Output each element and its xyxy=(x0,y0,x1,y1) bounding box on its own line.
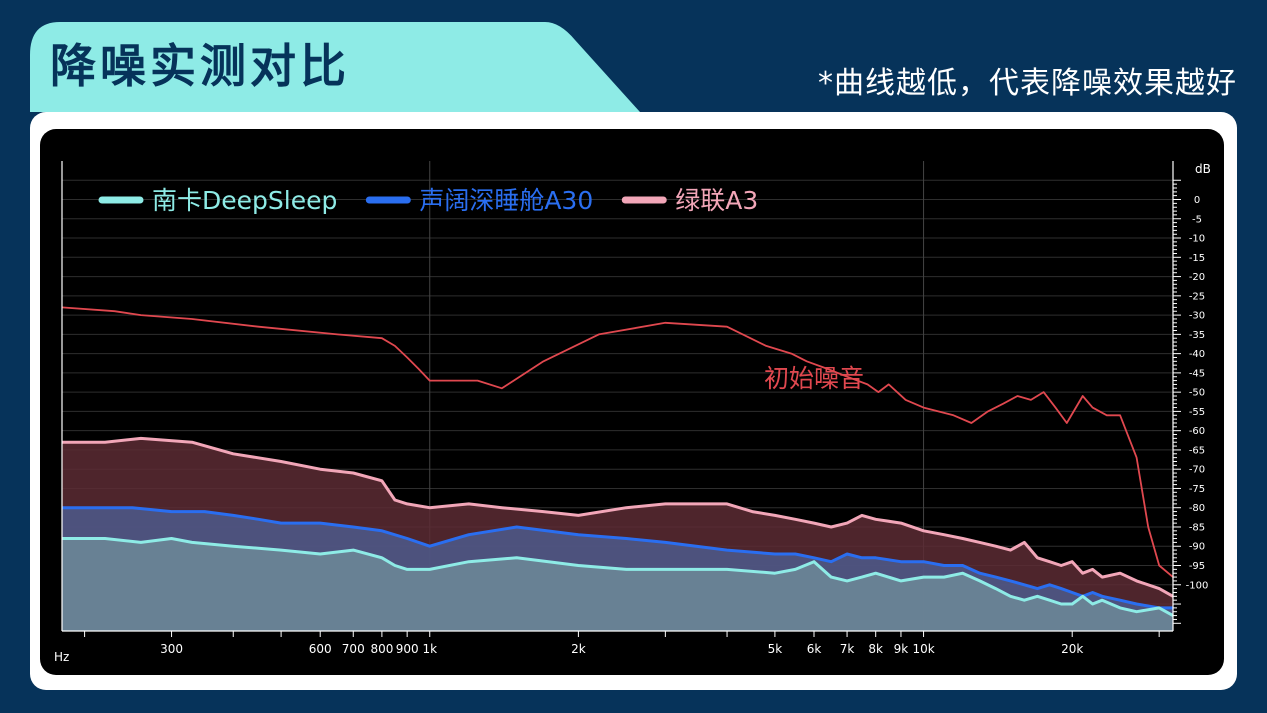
y-tick-label: -40 xyxy=(1189,349,1205,360)
x-tick-label: 10k xyxy=(912,642,934,656)
axes: 300 600 700 800 900 1k 2k 5k 6k 7k 8k 9k 10k 20k 0 -5 -1… xyxy=(61,161,1209,656)
reference-annotation: 初始噪音 xyxy=(764,364,864,393)
y-axis-label: dB xyxy=(1195,162,1211,176)
page-title: 降噪实测对比 xyxy=(50,39,350,93)
y-tick-label: -80 xyxy=(1189,503,1205,514)
x-tick-label: 20k xyxy=(1061,642,1083,656)
x-axis-label: Hz xyxy=(54,650,69,664)
legend: 南卡DeepSleep 声阔深睡舱A30 绿联A3 xyxy=(98,186,758,215)
x-tick-label: 700 xyxy=(342,642,365,656)
y-tick-label: -85 xyxy=(1189,522,1205,533)
legend-item-0: 南卡DeepSleep xyxy=(98,186,337,215)
y-tick-label: -65 xyxy=(1189,445,1205,456)
reference-line xyxy=(61,306,1174,578)
y-tick-label: -75 xyxy=(1189,484,1205,495)
legend-item-2: 绿联A3 xyxy=(621,186,758,215)
series-area-0 xyxy=(62,538,1173,631)
y-tick-label: -50 xyxy=(1189,388,1205,399)
y-tick-label: 0 xyxy=(1194,195,1200,206)
y-tick-label: -45 xyxy=(1189,368,1205,379)
legend-label: 绿联A3 xyxy=(675,186,758,215)
series-areas xyxy=(62,438,1173,631)
x-tick-label: 1k xyxy=(422,642,437,656)
page-subtitle: *曲线越低，代表降噪效果越好 xyxy=(818,66,1237,101)
y-tick-label: -5 xyxy=(1192,214,1202,225)
chart-panel: 300 600 700 800 900 1k 2k 5k 6k 7k 8k 9k 10k 20k 0 -5 -1… xyxy=(40,129,1224,675)
y-tick-label: -25 xyxy=(1189,291,1205,302)
y-tick-label: -15 xyxy=(1189,253,1205,264)
y-tick-label: -35 xyxy=(1189,330,1205,341)
y-tick-label: -10 xyxy=(1189,234,1205,245)
y-tick-label: -100 xyxy=(1186,580,1209,591)
y-tick-label: -30 xyxy=(1189,311,1205,322)
x-tick-label: 2k xyxy=(571,642,586,656)
x-tick-label: 300 xyxy=(160,642,183,656)
x-tick-label: 8k xyxy=(868,642,883,656)
series-line-2 xyxy=(62,436,1174,598)
x-tick-label: 7k xyxy=(840,642,855,656)
y-tick-label: -70 xyxy=(1189,465,1205,476)
legend-label: 南卡DeepSleep xyxy=(152,186,337,215)
legend-item-1: 声阔深睡舱A30 xyxy=(365,186,593,215)
x-tick-label: 9k xyxy=(894,642,909,656)
x-tick-label: 6k xyxy=(807,642,822,656)
series-line-1 xyxy=(62,506,1173,610)
x-tick-label: 900 xyxy=(396,642,419,656)
title-tab xyxy=(30,22,640,112)
y-tick-label: -95 xyxy=(1189,561,1205,572)
y-tick-label: -90 xyxy=(1189,542,1205,553)
y-tick-label: -55 xyxy=(1189,407,1205,418)
legend-label: 声阔深睡舱A30 xyxy=(419,186,593,215)
y-tick-label: -60 xyxy=(1189,426,1205,437)
series-line-0 xyxy=(62,537,1174,617)
series-lines xyxy=(61,306,1174,617)
x-tick-label: 5k xyxy=(768,642,783,656)
x-tick-label: 800 xyxy=(370,642,393,656)
x-tick-label: 600 xyxy=(309,642,332,656)
y-tick-label: -20 xyxy=(1189,272,1205,283)
noise-reduction-chart: 300 600 700 800 900 1k 2k 5k 6k 7k 8k 9k 10k 20k 0 -5 -1… xyxy=(54,161,1211,664)
